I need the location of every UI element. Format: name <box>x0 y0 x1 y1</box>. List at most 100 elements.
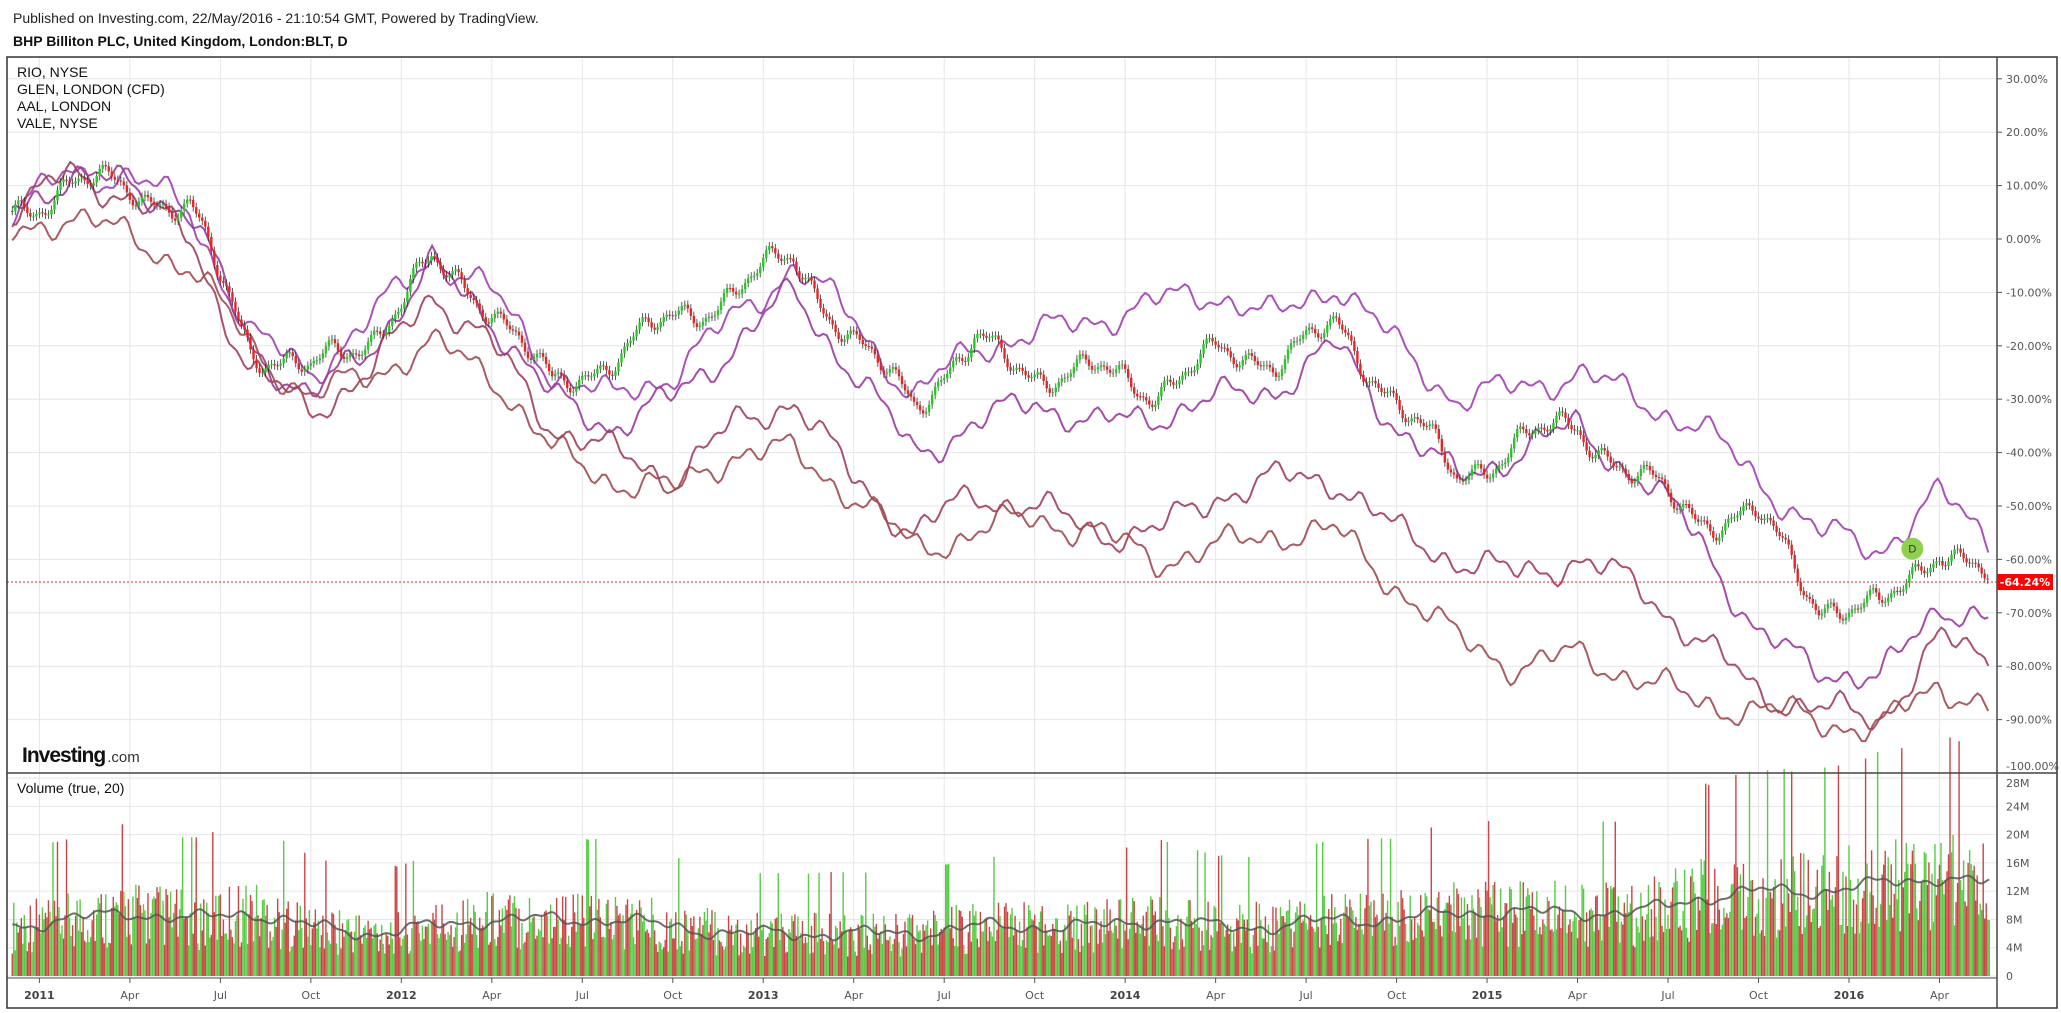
volume-bar <box>429 943 431 976</box>
volume-bar <box>507 899 510 976</box>
volume-bar <box>1646 914 1648 976</box>
volume-tick-label: 4M <box>2006 942 2023 955</box>
volume-bar <box>1459 926 1461 976</box>
candle-body <box>819 298 822 309</box>
candle-body <box>1491 473 1495 478</box>
volume-bar <box>1852 899 1855 976</box>
volume-bar <box>595 838 597 976</box>
volume-bar <box>1439 925 1442 976</box>
candle-body <box>143 194 147 197</box>
volume-bar <box>539 930 541 976</box>
volume-bar <box>1623 902 1626 976</box>
price-axis[interactable]: 30.00%20.00%10.00%0.00%-10.00%-20.00%-30… <box>1997 73 2059 774</box>
volume-bar <box>1938 864 1941 976</box>
dividend-marker[interactable]: D <box>1901 537 1924 560</box>
volume-bar <box>1367 838 1369 976</box>
volume-bar <box>632 937 635 976</box>
time-tick-label: 2015 <box>1472 989 1503 1002</box>
volume-bar <box>943 927 945 976</box>
candle-body <box>382 334 385 336</box>
volume-bar <box>1866 863 1868 976</box>
volume-bar <box>1436 897 1439 976</box>
volume-bar <box>1121 948 1123 976</box>
volume-bar <box>47 900 50 976</box>
volume-bar <box>1053 928 1055 976</box>
volume-bar <box>598 899 600 976</box>
volume-bar <box>1484 881 1487 976</box>
volume-bar <box>788 928 790 976</box>
candle-body <box>1199 353 1202 364</box>
candle-body <box>584 375 587 377</box>
volume-bar <box>1637 926 1639 976</box>
volume-bar <box>1563 909 1565 976</box>
volume-bar <box>1545 926 1547 976</box>
volume-bar <box>1754 916 1757 976</box>
volume-bar <box>1076 905 1078 976</box>
volume-bar <box>120 890 122 976</box>
volume-bar <box>834 925 837 976</box>
candle-body <box>743 282 747 290</box>
volume-bar <box>281 929 283 976</box>
candle-body <box>222 280 225 284</box>
volume-bar <box>534 938 537 976</box>
candle-body <box>430 255 433 261</box>
candle-body <box>593 373 596 377</box>
volume-bar <box>1873 923 1876 976</box>
volume-bar <box>251 900 253 976</box>
volume-bar <box>756 912 758 976</box>
volume-bar <box>898 941 900 976</box>
volume-bar <box>928 938 930 976</box>
volume-bar <box>1148 945 1150 976</box>
candle-body <box>1627 473 1631 480</box>
price-tick-label: -70.00% <box>2006 607 2052 620</box>
volume-bar <box>1219 922 1221 976</box>
volume-bar <box>465 934 467 976</box>
volume-bar <box>1201 930 1203 976</box>
volume-bar <box>735 924 737 976</box>
volume-bar <box>224 933 226 976</box>
volume-bar <box>387 935 389 976</box>
volume-bar <box>273 917 276 976</box>
candle-body <box>526 351 530 359</box>
candle-body <box>955 357 958 361</box>
volume-bar <box>1468 925 1470 976</box>
volume-bar <box>1285 911 1288 976</box>
time-axis[interactable]: 2011 Apr Jul Oct 2012 Apr Jul Oct 2013 Apr Jul Oct 2… <box>24 978 1949 1002</box>
volume-bar <box>1590 908 1592 976</box>
candle-body <box>1202 344 1205 354</box>
volume-bar <box>1982 843 1984 976</box>
candle-body <box>1534 430 1537 434</box>
candle-body <box>201 217 204 221</box>
candle-body <box>421 261 424 264</box>
volume-bar <box>1496 914 1499 976</box>
volume-bar <box>1404 924 1407 976</box>
volume-bar <box>699 916 701 976</box>
candle-body <box>1250 353 1254 356</box>
volume-bar <box>954 945 956 976</box>
volume-bar <box>1441 936 1443 976</box>
volume-bar <box>183 918 185 976</box>
volume-bar <box>376 933 378 976</box>
volume-bar <box>857 924 859 976</box>
volume-bar <box>501 908 504 976</box>
volume-bar <box>118 914 121 976</box>
candle-body <box>985 335 988 338</box>
volume-bar <box>981 931 983 976</box>
candle-body <box>936 381 940 387</box>
volume-bar <box>1977 914 1980 976</box>
volume-bar <box>1949 737 1951 976</box>
volume-bar <box>1211 937 1214 976</box>
volume-bar <box>460 935 463 976</box>
candle-body <box>1036 372 1039 375</box>
volume-bar <box>1162 926 1164 976</box>
volume-bar <box>1275 907 1277 976</box>
volume-bar <box>67 893 69 976</box>
candle-body <box>1823 608 1827 614</box>
volume-bar <box>1352 910 1354 976</box>
candle-body <box>1902 589 1905 592</box>
volume-bar <box>1095 909 1098 976</box>
candle-body <box>1808 596 1811 599</box>
volume-bar <box>46 917 48 976</box>
